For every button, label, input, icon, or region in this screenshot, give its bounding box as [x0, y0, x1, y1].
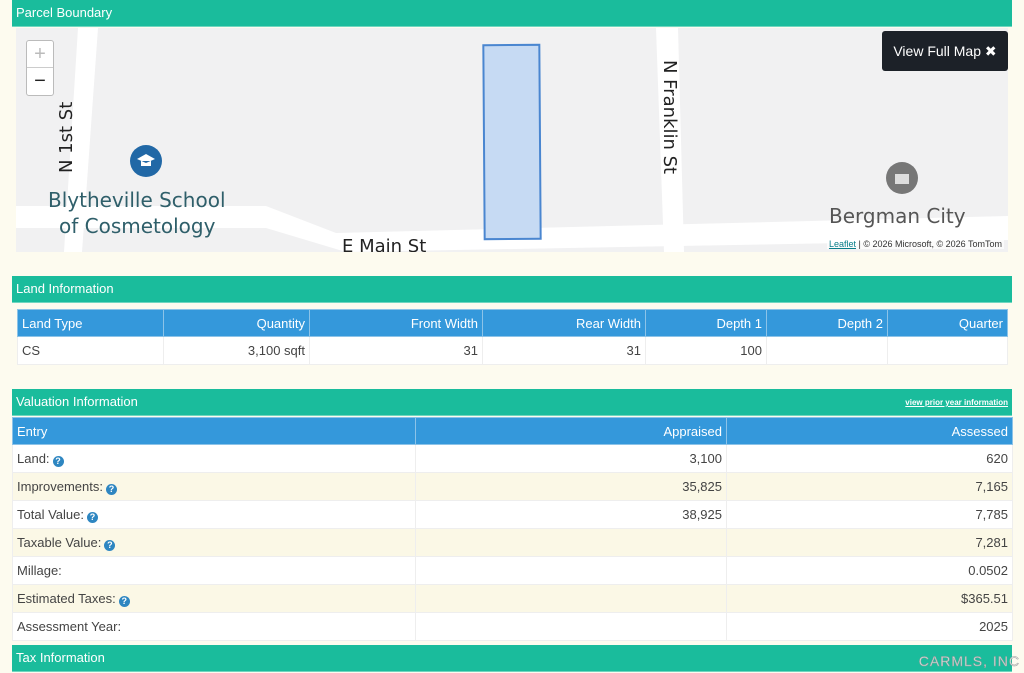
parcel-boundary-header: Parcel Boundary — [12, 0, 1012, 27]
column-header: Assessed — [726, 417, 1013, 445]
entry-cell: Estimated Taxes:? — [12, 584, 416, 613]
help-icon[interactable]: ? — [105, 483, 117, 495]
appraised-cell: 35,825 — [415, 472, 727, 501]
watermark: CARMLS, INC — [918, 653, 1020, 670]
land-information-header: Land Information — [12, 276, 1012, 303]
table-cell: 31 — [482, 336, 646, 365]
assessed-cell: 7,165 — [726, 472, 1013, 501]
column-header: Appraised — [415, 417, 727, 445]
street-label: N Franklin St — [659, 60, 680, 175]
table-cell: 31 — [309, 336, 483, 365]
column-header: Depth 2 — [766, 309, 888, 337]
appraised-cell — [415, 584, 727, 613]
valuation-information-header: Valuation Information view prior year inf… — [12, 389, 1012, 416]
land-table: Land Type Quantity Front Width Rear Width De… — [17, 309, 1008, 365]
column-header: Quarter — [887, 309, 1008, 337]
appraised-cell: 38,925 — [415, 500, 727, 529]
column-header: Rear Width — [482, 309, 646, 337]
street-label: E Main St — [342, 236, 427, 252]
zoom-out-button[interactable]: − — [34, 70, 46, 92]
help-icon[interactable]: ? — [86, 511, 98, 523]
help-icon[interactable]: ? — [118, 595, 130, 607]
table-cell — [766, 336, 888, 365]
entry-label: Improvements: — [17, 478, 103, 494]
place-label: of Cosmetology — [59, 214, 216, 238]
table-row: Estimated Taxes:? $365.51 — [12, 584, 1013, 613]
expand-icon: ✖ — [984, 43, 997, 59]
entry-cell: Assessment Year: — [12, 612, 416, 641]
map-attribution: Leaflet | © 2026 Microsoft, © 2026 TomTo… — [826, 239, 1004, 249]
zoom-control: + − — [26, 40, 54, 96]
assessed-cell: 620 — [726, 444, 1013, 473]
table-cell: CS — [17, 336, 164, 365]
entry-cell: Millage: — [12, 556, 416, 585]
appraised-cell — [415, 612, 727, 641]
entry-cell: Total Value:? — [12, 500, 416, 529]
place-label: Blytheville School — [48, 188, 226, 212]
column-header: Depth 1 — [645, 309, 767, 337]
column-header: Front Width — [309, 309, 483, 337]
place-label: Bergman City — [829, 204, 966, 228]
entry-label: Total Value: — [17, 506, 84, 522]
column-header: Land Type — [17, 309, 164, 337]
valuation-table: Entry Appraised Assessed Land:? 3,100 620 Imp… — [12, 417, 1013, 641]
entry-cell: Improvements:? — [12, 472, 416, 501]
entry-cell: Land:? — [12, 444, 416, 473]
view-full-map-button[interactable]: View Full Map ✖ — [882, 31, 1008, 71]
entry-label: Assessment Year: — [17, 619, 122, 634]
assessed-cell: 7,785 — [726, 500, 1013, 529]
map-roads — [16, 28, 1008, 252]
view-prior-year-link[interactable]: view prior year information — [905, 398, 1008, 407]
table-row: Land:? 3,100 620 — [12, 444, 1013, 473]
parcel-map[interactable]: + − N 1st St Blytheville School of Cosmet… — [16, 28, 1008, 252]
help-icon[interactable]: ? — [104, 539, 116, 551]
street-label: N 1st St — [56, 101, 77, 173]
assessed-cell: $365.51 — [726, 584, 1013, 613]
table-cell: 3,100 sqft — [163, 336, 310, 365]
table-row: Improvements:? 35,825 7,165 — [12, 472, 1013, 501]
assessed-cell: 2025 — [726, 612, 1013, 641]
table-row: Millage: 0.0502 — [12, 556, 1013, 585]
section-title: Parcel Boundary — [16, 5, 113, 20]
table-cell: 100 — [645, 336, 767, 365]
entry-label: Estimated Taxes: — [17, 590, 116, 606]
parcel-polygon — [482, 43, 542, 241]
leaflet-link[interactable]: Leaflet — [828, 239, 856, 249]
help-icon[interactable]: ? — [52, 455, 64, 467]
entry-label: Millage: — [17, 563, 62, 578]
table-cell — [887, 336, 1008, 365]
table-row: Total Value:? 38,925 7,785 — [12, 500, 1013, 529]
assessed-cell: 0.0502 — [726, 556, 1013, 585]
appraised-cell: 3,100 — [415, 444, 727, 473]
zoom-in-button[interactable]: + — [27, 41, 53, 68]
table-row: Assessment Year: 2025 — [12, 612, 1013, 641]
entry-cell: Taxable Value:? — [12, 528, 416, 557]
column-header: Quantity — [163, 309, 310, 337]
entry-label: Taxable Value: — [17, 534, 102, 550]
assessed-cell: 7,281 — [726, 528, 1013, 557]
entry-label: Land: — [17, 450, 50, 466]
appraised-cell — [415, 528, 727, 557]
tax-information-header: Tax Information — [12, 645, 1012, 672]
appraised-cell — [415, 556, 727, 585]
column-header: Entry — [12, 417, 416, 445]
table-row: Taxable Value:? 7,281 — [12, 528, 1013, 557]
